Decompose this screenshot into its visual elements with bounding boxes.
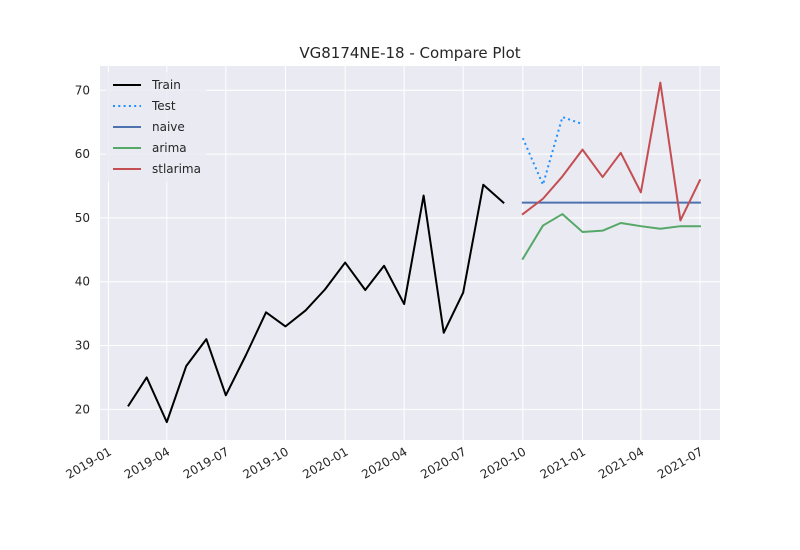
chart-title: VG8174NE-18 - Compare Plot	[299, 44, 520, 62]
series-line-test	[521, 116, 583, 186]
y-tick-label: 20	[75, 402, 90, 416]
legend-label-naive: naive	[152, 120, 185, 134]
series-group	[127, 81, 702, 424]
legend-box	[106, 72, 206, 182]
legend-label-stlarima: stlarima	[152, 162, 201, 176]
legend-label-train: Train	[151, 78, 181, 92]
series-line-arima	[521, 213, 701, 261]
y-tick-label: 60	[75, 147, 90, 161]
y-tick-label: 40	[75, 275, 90, 289]
series-line-stlarima	[521, 81, 702, 222]
y-axis: 20 30 40 50 60 70	[75, 83, 90, 416]
y-tick-label: 50	[75, 211, 90, 225]
legend-label-test: Test	[151, 99, 176, 113]
series-line-train	[127, 183, 505, 424]
y-tick-label: 70	[75, 83, 90, 97]
y-tick-label: 30	[75, 339, 90, 353]
legend: Train Test naive arima stlarima	[106, 72, 206, 182]
legend-label-arima: arima	[152, 141, 187, 155]
